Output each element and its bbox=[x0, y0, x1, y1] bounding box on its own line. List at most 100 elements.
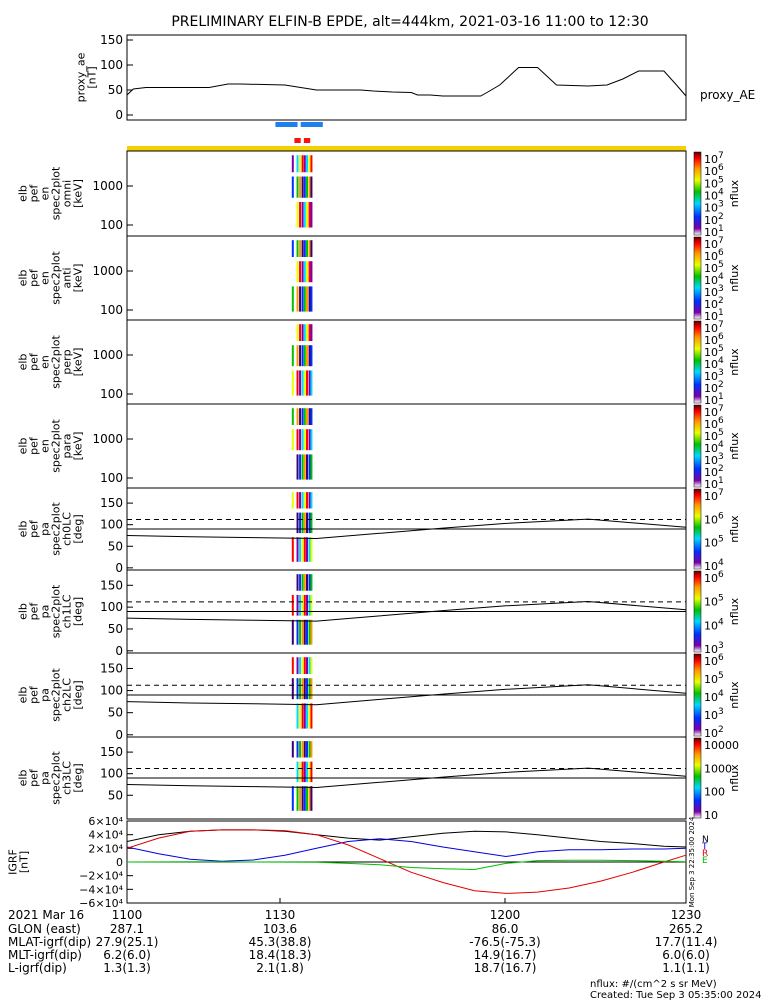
colorbar-tick-label: 102 bbox=[704, 212, 724, 227]
panel-ylabel-anti-line: elb bbox=[17, 270, 30, 287]
burst-mark bbox=[294, 138, 301, 143]
igrf-series-N bbox=[126, 829, 687, 848]
igrf-legend-R: R bbox=[702, 849, 708, 859]
x-row-label-mlt: MLT-igrf(dip) bbox=[8, 948, 82, 962]
colorbar-label: nflux bbox=[728, 264, 741, 292]
colorbar-para bbox=[693, 404, 702, 488]
panel-ylabel-ch2LC-line: [deg] bbox=[72, 680, 85, 709]
panel-tick-label: 150 bbox=[100, 496, 123, 510]
igrf-series-E bbox=[126, 859, 687, 871]
colorbar-tick-label: 104 bbox=[704, 617, 724, 632]
colorbar-tick-label: 101 bbox=[704, 224, 724, 239]
panel-ylabel-ch1LC-line: pef bbox=[28, 602, 41, 621]
plot-title: PRELIMINARY ELFIN-B EPDE, alt=444km, 202… bbox=[171, 14, 648, 30]
science-zone-mark bbox=[300, 122, 323, 127]
proxy-ae-line bbox=[126, 67, 687, 97]
x-tick-label: 1100 bbox=[112, 908, 143, 922]
colorbar-tick-label: 105 bbox=[704, 594, 724, 609]
burst-mark bbox=[303, 138, 311, 143]
colorbar-tick-label: 104 bbox=[704, 689, 724, 704]
panel-tick-label: 100 bbox=[100, 684, 123, 698]
colorbar-ch0LC bbox=[693, 488, 702, 570]
panel-tick-label: 0 bbox=[115, 561, 123, 575]
panel-ylabel-ch0LC-line: pa bbox=[39, 522, 52, 536]
panel-ylabel-perp-line: [keV] bbox=[72, 348, 85, 377]
panel-ylabel-anti-line: pef bbox=[28, 268, 41, 287]
x-row-value: 103.6 bbox=[263, 922, 297, 936]
colorbar-label: nflux bbox=[728, 597, 741, 625]
colorbar-tick-label: 106 bbox=[704, 570, 724, 585]
colorbar-ch2LC bbox=[693, 653, 702, 737]
colorbar-ch1LC bbox=[693, 570, 702, 653]
panel-ylabel-ch2LC-line: spec2plot bbox=[50, 668, 63, 722]
panel-tick-label: 1000 bbox=[92, 432, 123, 446]
colorbar-tick-label: 101 bbox=[704, 476, 724, 491]
panel-ylabel-omni-line: pef bbox=[28, 184, 41, 203]
colorbar-tick-label: 104 bbox=[704, 356, 724, 371]
colorbar-tick-label: 103 bbox=[704, 368, 724, 383]
colorbar-tick-label: 104 bbox=[704, 188, 724, 203]
proxy-ae-tick-label: 0 bbox=[115, 108, 123, 122]
colorbar-tick-label: 101 bbox=[704, 308, 724, 323]
panel-tick-label: 100 bbox=[100, 218, 123, 232]
panel-ylabel-para-line: en bbox=[39, 439, 52, 453]
panel-tick-label: 50 bbox=[108, 706, 123, 720]
panel-tick-label: 100 bbox=[100, 600, 123, 614]
panel-tick-label: 150 bbox=[100, 745, 123, 759]
igrf-series-R bbox=[126, 829, 687, 894]
colorbar-tick-label: 105 bbox=[704, 260, 724, 275]
x-row-value: 2.1(1.8) bbox=[256, 961, 304, 975]
x-row-value: 86.0 bbox=[492, 922, 519, 936]
igrf-side-text: Mon Sep 3 22:35:00 2024 bbox=[688, 816, 696, 907]
x-row-label-mlat: MLAT-igrf(dip) bbox=[8, 935, 91, 949]
colorbar-label: nflux bbox=[728, 681, 741, 709]
colorbar-tick-label: 1000 bbox=[704, 762, 732, 775]
panel-ylabel-ch0LC-line: [deg] bbox=[72, 514, 85, 543]
igrf-tick-label: −4×10⁴ bbox=[79, 883, 123, 896]
panel-ylabel-ch0LC-line: ch0LC bbox=[61, 512, 74, 546]
colorbar-tick-label: 104 bbox=[704, 558, 724, 573]
colorbar-tick-label: 101 bbox=[704, 392, 724, 407]
igrf-tick-label: 6×10⁴ bbox=[88, 815, 123, 828]
panel-ylabel-ch1LC-line: [deg] bbox=[72, 597, 85, 626]
colorbar-perp bbox=[693, 320, 702, 404]
panel-tick-label: 100 bbox=[100, 518, 123, 532]
x-row-label-l: L-igrf(dip) bbox=[8, 961, 67, 975]
panel-ylabel-perp-line: perp bbox=[61, 349, 74, 374]
panel-ylabel-ch3LC-line: elb bbox=[17, 770, 30, 787]
igrf-tick-label: 4×10⁴ bbox=[88, 829, 123, 842]
panel-ylabel-anti-line: anti bbox=[61, 267, 74, 288]
panel-ylabel-ch1LC-line: pa bbox=[39, 605, 52, 619]
panel-ylabel-anti-line: spec2plot bbox=[50, 251, 63, 305]
x-row-value: 27.9(25.1) bbox=[96, 935, 159, 949]
colorbar-tick-label: 103 bbox=[704, 707, 724, 722]
panel-ylabel-para-line: [keV] bbox=[72, 432, 85, 461]
loss-cone-curve bbox=[126, 600, 687, 622]
x-row-value: 1.1(1.1) bbox=[662, 961, 710, 975]
panel-ylabel-ch3LC-line: pef bbox=[28, 768, 41, 787]
availability-bar bbox=[127, 146, 686, 151]
panel-ylabel-perp-line: pef bbox=[28, 352, 41, 371]
panel-ylabel-anti-line: en bbox=[39, 271, 52, 285]
colorbar-tick-label: 106 bbox=[704, 416, 724, 431]
panel-ylabel-ch1LC-line: spec2plot bbox=[50, 584, 63, 638]
panel-frame-para bbox=[126, 403, 687, 489]
colorbar-tick-label: 105 bbox=[704, 428, 724, 443]
colorbar-label: nflux bbox=[728, 179, 741, 207]
colorbar-tick-label: 107 bbox=[704, 488, 724, 503]
colorbar-tick-label: 100 bbox=[704, 786, 725, 799]
igrf-tick-label: −2×10⁴ bbox=[79, 870, 123, 883]
colorbar-tick-label: 106 bbox=[704, 248, 724, 263]
igrf-tick-label: 2×10⁴ bbox=[88, 842, 123, 855]
footer-units: nflux: #/(cm^2 s sr MeV) bbox=[590, 979, 717, 990]
colorbar-tick-label: 103 bbox=[704, 200, 724, 215]
x-tick-label: 1200 bbox=[490, 908, 521, 922]
proxy-ae-frame bbox=[126, 34, 687, 121]
panel-tick-label: 100 bbox=[100, 387, 123, 401]
x-row-value: -76.5(-75.3) bbox=[469, 935, 540, 949]
science-zone-mark bbox=[275, 122, 298, 127]
